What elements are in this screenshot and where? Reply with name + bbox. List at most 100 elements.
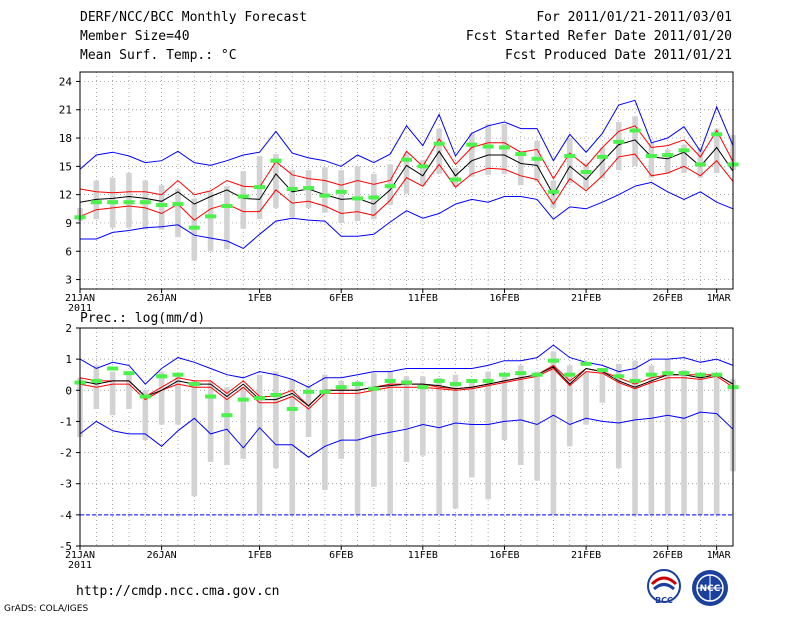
prec-xtick-label: 6FEB xyxy=(329,550,353,561)
prec-box xyxy=(534,371,540,481)
prec-median-mark xyxy=(449,382,461,387)
prec-xtick-label: 26FEB xyxy=(653,550,683,561)
temp-box xyxy=(713,128,720,173)
prec-median-mark xyxy=(319,389,331,394)
temp-box xyxy=(224,186,230,250)
temp-ytick-label: 12 xyxy=(59,189,72,202)
prec-box xyxy=(615,363,622,469)
temp-ytick-label: 6 xyxy=(65,245,72,258)
temp-median-mark xyxy=(401,157,412,162)
prec-median-mark xyxy=(662,371,674,376)
prec-xtick-label: 1MAR xyxy=(707,550,732,561)
temp-median-mark xyxy=(237,194,249,199)
prec-median-mark xyxy=(678,371,690,376)
source-url[interactable]: http://cmdp.ncc.cma.gov.cn xyxy=(76,584,280,599)
temp-box xyxy=(338,170,344,223)
temp-median-mark xyxy=(466,142,478,147)
prec-median-mark xyxy=(352,382,364,387)
prec-box xyxy=(566,365,573,447)
prec-box xyxy=(175,374,181,425)
temp-box xyxy=(534,140,540,182)
temp-xtick-label: 6FEB xyxy=(329,293,353,304)
temp-median-mark xyxy=(90,200,102,205)
temp-median-mark xyxy=(629,128,641,133)
temp-median-mark xyxy=(335,189,347,194)
prec-xtick-label: 26JAN xyxy=(147,550,177,561)
temp-box xyxy=(420,159,426,187)
ncc-logo-text: NCC xyxy=(700,584,721,594)
temp-box xyxy=(599,147,606,179)
temp-ytick-label: 3 xyxy=(65,274,72,287)
prec-median-mark xyxy=(433,378,445,383)
temp-median-mark xyxy=(156,203,168,208)
prec-box xyxy=(713,376,720,515)
temp-box xyxy=(273,154,279,208)
temp-median-mark xyxy=(482,144,494,149)
temp-min-line xyxy=(79,99,734,170)
temp-box xyxy=(681,144,687,173)
prec-median-mark xyxy=(90,378,102,383)
prec-box xyxy=(387,371,393,515)
temp-median-mark xyxy=(319,193,331,198)
temp-ytick-label: 9 xyxy=(65,217,72,230)
forecast-period: For 2011/01/21-2011/03/01 xyxy=(536,10,732,25)
prec-median-mark xyxy=(498,372,510,377)
temp-ytick-label: 18 xyxy=(59,132,72,145)
prec-box xyxy=(126,374,132,409)
prec-box xyxy=(469,379,475,478)
temp-median-mark xyxy=(139,200,151,205)
temp-box xyxy=(566,138,573,184)
temp-median-mark xyxy=(254,185,266,190)
prec-min-line xyxy=(79,411,734,458)
prec-median-mark xyxy=(401,380,412,385)
temp-median-mark xyxy=(547,189,559,194)
prec-box xyxy=(273,371,279,469)
temp-xtick-label: 1FEB xyxy=(248,293,272,304)
prec-box xyxy=(338,380,344,459)
temp-median-mark xyxy=(384,184,396,189)
temp-median-mark xyxy=(417,164,429,169)
prec-box xyxy=(142,390,149,441)
temp-box xyxy=(632,116,638,167)
temp-median-mark xyxy=(694,162,706,167)
prec-box xyxy=(322,374,328,490)
prec-median-mark xyxy=(515,371,527,376)
temp-box xyxy=(664,149,671,174)
prec-box xyxy=(371,373,377,487)
temp-upper-line xyxy=(79,125,734,196)
temp-box xyxy=(648,142,655,178)
prec-median-mark xyxy=(368,386,380,391)
temp-median-mark xyxy=(221,203,233,208)
bcc-logo: BCC xyxy=(647,569,681,605)
temp-year-label: 2011 xyxy=(68,303,92,314)
prec-box xyxy=(403,376,410,462)
temp-median-mark xyxy=(205,214,217,219)
temp-median-mark xyxy=(368,195,380,200)
temp-box xyxy=(142,180,149,230)
prec-median-mark xyxy=(482,378,494,383)
temp-box xyxy=(158,185,165,230)
prec-box xyxy=(517,365,524,466)
refer-date: Fcst Started Refer Date 2011/01/20 xyxy=(465,29,732,44)
prec-median-mark xyxy=(286,406,298,411)
temp-xtick-label: 11FEB xyxy=(408,293,438,304)
temp-median-mark xyxy=(188,225,200,230)
prec-median-mark xyxy=(107,366,119,371)
temp-median-mark xyxy=(711,132,723,137)
prec-frame xyxy=(79,327,734,547)
prec-median-mark xyxy=(270,392,282,397)
prec-xtick-label: 11FEB xyxy=(408,550,438,561)
prec-median-mark xyxy=(547,358,559,363)
prec-box xyxy=(452,374,459,509)
temp-ytick-label: 24 xyxy=(59,75,73,88)
prec-median-mark xyxy=(629,378,641,383)
temp-lower-line xyxy=(79,153,734,221)
prec-box xyxy=(289,379,296,515)
temp-box xyxy=(485,123,491,175)
temp-median-mark xyxy=(449,177,461,182)
prec-median-mark xyxy=(221,413,233,418)
prec-median-mark xyxy=(254,396,266,401)
prec-ytick-label: -5 xyxy=(59,540,72,553)
temp-median-mark xyxy=(433,141,445,146)
prec-ytick-label: -2 xyxy=(59,447,72,460)
